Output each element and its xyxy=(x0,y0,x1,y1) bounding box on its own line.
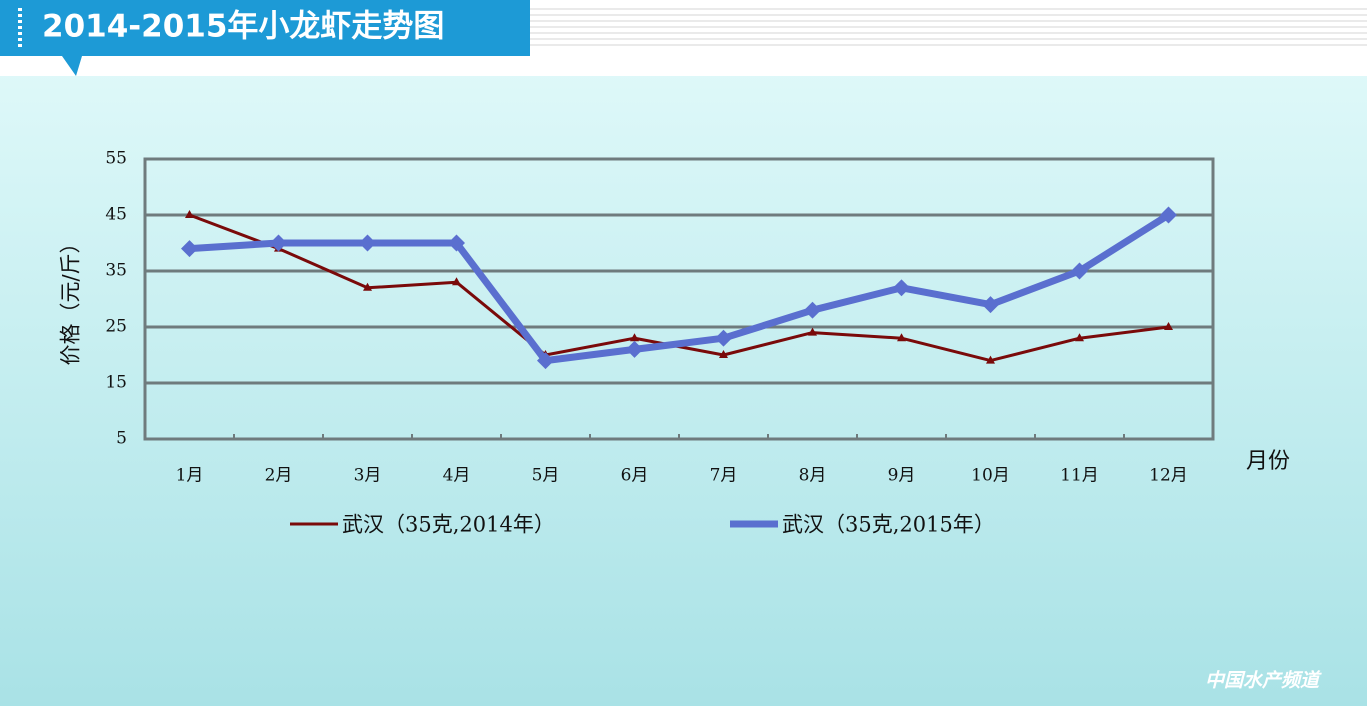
y-tick-label: 15 xyxy=(105,373,127,393)
point xyxy=(893,279,910,297)
x-tick-label: 6月 xyxy=(621,466,649,486)
point xyxy=(630,333,639,342)
title-tab xyxy=(0,0,530,76)
header-stripes xyxy=(530,4,1367,48)
x-axis-label: 月份 xyxy=(1246,449,1290,474)
x-tick-label: 5月 xyxy=(532,466,560,486)
x-tick-label: 1月 xyxy=(176,466,204,486)
x-tick-label: 9月 xyxy=(888,466,916,486)
series-line xyxy=(189,212,1171,365)
point xyxy=(270,234,287,252)
y-tick-label: 25 xyxy=(105,317,127,337)
point xyxy=(181,240,198,258)
point xyxy=(986,355,995,364)
point xyxy=(719,350,728,358)
x-tick-label: 8月 xyxy=(799,466,827,486)
y-tick-label: 55 xyxy=(105,149,127,169)
y-tick-label: 35 xyxy=(105,261,127,281)
point xyxy=(808,327,817,336)
point xyxy=(448,234,465,252)
point xyxy=(1164,322,1173,330)
y-tick-label: 5 xyxy=(116,429,127,449)
point xyxy=(897,333,906,342)
chart-title: 2014-2015年小龙虾走势图 xyxy=(42,9,444,45)
y-axis-label: 价格（元/斤） xyxy=(59,232,83,365)
x-tick-label: 12月 xyxy=(1149,466,1188,486)
point xyxy=(452,277,461,286)
x-tick-label: 7月 xyxy=(710,466,738,486)
point xyxy=(626,340,643,358)
point xyxy=(715,329,732,347)
legend-label: 武汉（35克,2015年） xyxy=(782,513,995,537)
point xyxy=(359,234,376,252)
x-tick-label: 3月 xyxy=(354,466,382,486)
legend-label: 武汉（35克,2014年） xyxy=(342,513,555,537)
point xyxy=(537,352,554,370)
point xyxy=(1075,333,1084,342)
y-tick-label: 45 xyxy=(105,205,127,225)
point xyxy=(804,301,821,319)
x-tick-label: 10月 xyxy=(971,466,1010,486)
x-tick-label: 4月 xyxy=(443,466,471,486)
point xyxy=(185,210,194,218)
x-tick-label: 2月 xyxy=(265,466,293,486)
point xyxy=(982,296,999,314)
point xyxy=(363,282,372,291)
watermark: 中国水产频道 xyxy=(1205,670,1322,692)
x-tick-label: 11月 xyxy=(1060,466,1099,486)
